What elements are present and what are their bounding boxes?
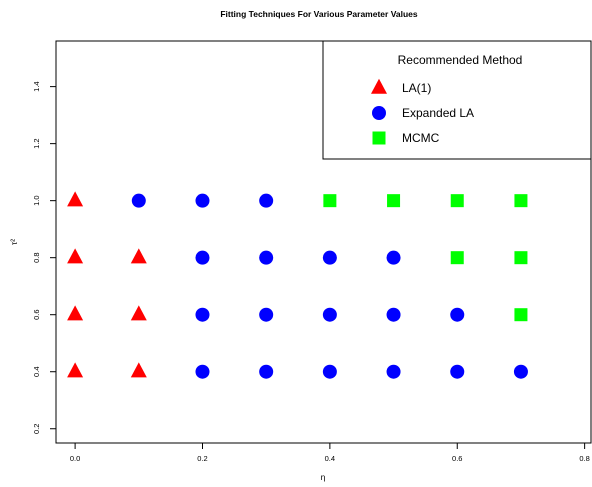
data-point-circle xyxy=(450,307,465,322)
data-point-circle xyxy=(450,364,465,379)
data-point-triangle xyxy=(67,191,84,207)
data-point-circle xyxy=(322,307,337,322)
legend-label: Expanded LA xyxy=(402,106,474,120)
y-axis-label: τ² xyxy=(9,239,19,245)
data-point-circle xyxy=(322,364,337,379)
data-point-circle xyxy=(195,307,210,322)
data-point-square xyxy=(514,194,528,208)
data-point-circle xyxy=(386,364,401,379)
data-point-circle xyxy=(386,250,401,265)
data-point-triangle xyxy=(130,305,147,321)
data-point-circle xyxy=(386,307,401,322)
legend-label: MCMC xyxy=(402,131,440,145)
data-point-circle xyxy=(513,364,528,379)
data-point-circle xyxy=(259,364,274,379)
data-point-square xyxy=(450,251,464,265)
x-tick-label: 0.6 xyxy=(452,454,462,463)
data-point-square xyxy=(514,308,528,322)
y-tick-label: 0.8 xyxy=(32,252,41,262)
legend-marker-square xyxy=(372,131,386,145)
data-point-square xyxy=(387,194,401,208)
data-point-circle xyxy=(131,193,146,208)
legend-title: Recommended Method xyxy=(398,53,523,67)
data-point-circle xyxy=(259,193,274,208)
data-point-circle xyxy=(195,364,210,379)
legend-marker-circle xyxy=(372,106,386,120)
data-point-circle xyxy=(322,250,337,265)
y-axis: 0.2 0.4 0.6 0.8 1.0 1.2 1.4 xyxy=(32,81,56,434)
x-tick-label: 0.8 xyxy=(579,454,589,463)
y-tick-label: 1.0 xyxy=(32,195,41,205)
data-point-circle xyxy=(259,250,274,265)
legend: Recommended Method LA(1) Expanded LA MCMC xyxy=(322,40,592,160)
x-tick-label: 0.0 xyxy=(70,454,80,463)
y-tick-label: 1.4 xyxy=(32,81,41,91)
y-tick-label: 0.6 xyxy=(32,309,41,319)
legend-box xyxy=(322,40,592,160)
x-tick-label: 0.2 xyxy=(197,454,207,463)
data-point-triangle xyxy=(67,248,84,264)
data-point-square xyxy=(514,251,528,265)
data-point-circle xyxy=(195,250,210,265)
data-point-triangle xyxy=(67,362,84,378)
data-point-circle xyxy=(259,307,274,322)
y-tick-label: 1.2 xyxy=(32,138,41,148)
data-point-square xyxy=(450,194,464,208)
data-point-square xyxy=(323,194,337,208)
y-tick-label: 0.2 xyxy=(32,424,41,434)
legend-label: LA(1) xyxy=(402,81,431,95)
x-axis: 0.0 0.2 0.4 0.6 0.8 xyxy=(70,443,590,463)
y-tick-label: 0.4 xyxy=(32,367,41,377)
x-axis-label: η xyxy=(321,472,326,482)
data-point-triangle xyxy=(130,362,147,378)
chart-title: Fitting Techniques For Various Parameter… xyxy=(220,9,418,19)
data-point-circle xyxy=(195,193,210,208)
data-points xyxy=(67,191,528,379)
x-tick-label: 0.4 xyxy=(325,454,335,463)
data-point-triangle xyxy=(67,305,84,321)
data-point-triangle xyxy=(130,248,147,264)
legend-marker-triangle xyxy=(371,78,387,94)
